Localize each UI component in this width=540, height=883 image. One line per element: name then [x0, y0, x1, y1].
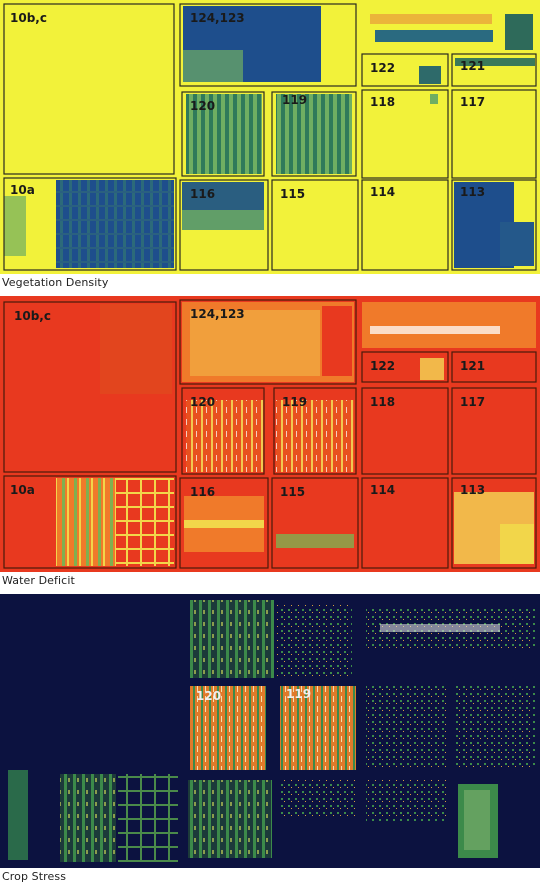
- caption-vegetation-density: Vegetation Density: [2, 276, 109, 289]
- plot-label-114: 114: [370, 483, 395, 497]
- plot-label-120: 120: [190, 99, 215, 113]
- plot-label-10bc: 10b,c: [10, 11, 47, 25]
- plot-label-120: 120: [196, 689, 221, 703]
- crop-stress-image: 120 119: [0, 594, 540, 868]
- plot-label-10bc: 10b,c: [14, 309, 51, 323]
- plot-label-115: 115: [280, 485, 305, 499]
- plot-label-117: 117: [460, 95, 485, 109]
- water-deficit-image: 10b,c 124,123 122 121 120 119 118 117 10…: [0, 296, 540, 572]
- plot-label-116: 116: [190, 485, 215, 499]
- crop-stress-map: 120 119: [0, 594, 540, 868]
- plot-label-10a: 10a: [10, 483, 35, 497]
- vegetation-density-map: 10b,c 124,123 122 121 120 119 118 117 10…: [0, 0, 540, 274]
- caption-water-deficit: Water Deficit: [2, 574, 75, 587]
- plot-label-119: 119: [282, 93, 307, 107]
- plot-label-117: 117: [460, 395, 485, 409]
- plot-label-113: 113: [460, 185, 485, 199]
- vegetation-density-image: 10b,c 124,123 122 121 120 119 118 117 10…: [0, 0, 540, 274]
- water-deficit-map: 10b,c 124,123 122 121 120 119 118 117 10…: [0, 296, 540, 572]
- plot-label-118: 118: [370, 95, 395, 109]
- plot-label-113: 113: [460, 483, 485, 497]
- plot-label-124-123: 124,123: [190, 11, 245, 25]
- plot-label-114: 114: [370, 185, 395, 199]
- plot-label-119: 119: [286, 687, 311, 701]
- plot-label-116: 116: [190, 187, 215, 201]
- plot-label-119: 119: [282, 395, 307, 409]
- plot-label-10a: 10a: [10, 183, 35, 197]
- plot-label-122: 122: [370, 359, 395, 373]
- plot-label-115: 115: [280, 187, 305, 201]
- caption-crop-stress: Crop Stress: [2, 870, 67, 883]
- plot-label-120: 120: [190, 395, 215, 409]
- plot-label-118: 118: [370, 395, 395, 409]
- plot-label-124-123: 124,123: [190, 307, 245, 321]
- plot-label-121: 121: [460, 359, 485, 373]
- plot-label-121: 121: [460, 59, 485, 73]
- plot-label-122: 122: [370, 61, 395, 75]
